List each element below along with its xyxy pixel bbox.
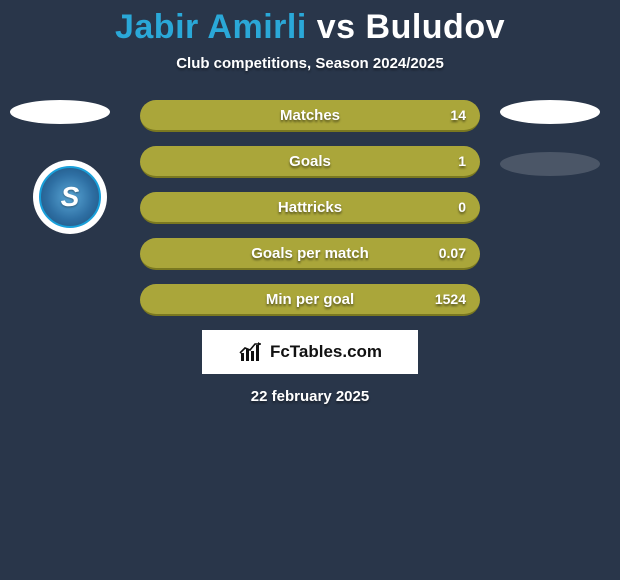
subtitle: Club competitions, Season 2024/2025 [0, 55, 620, 72]
date-label: 22 february 2025 [0, 388, 620, 405]
stat-bar: Min per goal 1524 [140, 284, 480, 316]
stat-value: 1524 [435, 291, 466, 307]
stat-row: Matches 14 [140, 100, 480, 132]
title-player1: Jabir Amirli [115, 8, 307, 46]
stat-row: Goals 1 [140, 146, 480, 178]
comparison-panel: S Matches 14 Goals 1 Hattricks 0 Goals per mat… [0, 100, 620, 405]
club-badge: S [33, 160, 107, 234]
stat-value: 1 [458, 153, 466, 169]
chart-icon [238, 341, 264, 363]
stat-label: Hattricks [278, 199, 342, 216]
stat-value: 0 [458, 199, 466, 215]
stat-label: Goals [289, 153, 331, 170]
club-badge-letter: S [39, 166, 101, 228]
stat-row: Min per goal 1524 [140, 284, 480, 316]
stat-bar: Matches 14 [140, 100, 480, 132]
page-title: Jabir Amirli vs Buludov [0, 0, 620, 47]
player2-placeholder-1 [500, 100, 600, 124]
stats-bars: Matches 14 Goals 1 Hattricks 0 Goals per match… [140, 100, 480, 316]
stat-bar: Goals 1 [140, 146, 480, 178]
source-text: FcTables.com [270, 342, 382, 362]
player2-placeholder-2 [500, 152, 600, 176]
stat-label: Goals per match [251, 245, 369, 262]
title-player2: Buludov [366, 8, 505, 46]
source-badge: FcTables.com [202, 330, 418, 374]
player1-placeholder [10, 100, 110, 124]
stat-label: Min per goal [266, 291, 354, 308]
title-vs: vs [307, 8, 366, 46]
stat-row: Goals per match 0.07 [140, 238, 480, 270]
stat-value: 14 [450, 107, 466, 123]
stat-label: Matches [280, 107, 340, 124]
stat-value: 0.07 [439, 245, 466, 261]
stat-bar: Goals per match 0.07 [140, 238, 480, 270]
stat-bar: Hattricks 0 [140, 192, 480, 224]
stat-row: Hattricks 0 [140, 192, 480, 224]
